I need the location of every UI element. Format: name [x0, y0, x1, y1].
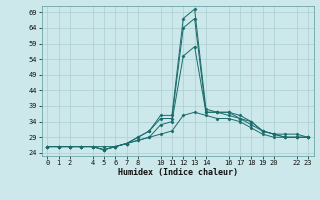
X-axis label: Humidex (Indice chaleur): Humidex (Indice chaleur) — [118, 168, 237, 177]
